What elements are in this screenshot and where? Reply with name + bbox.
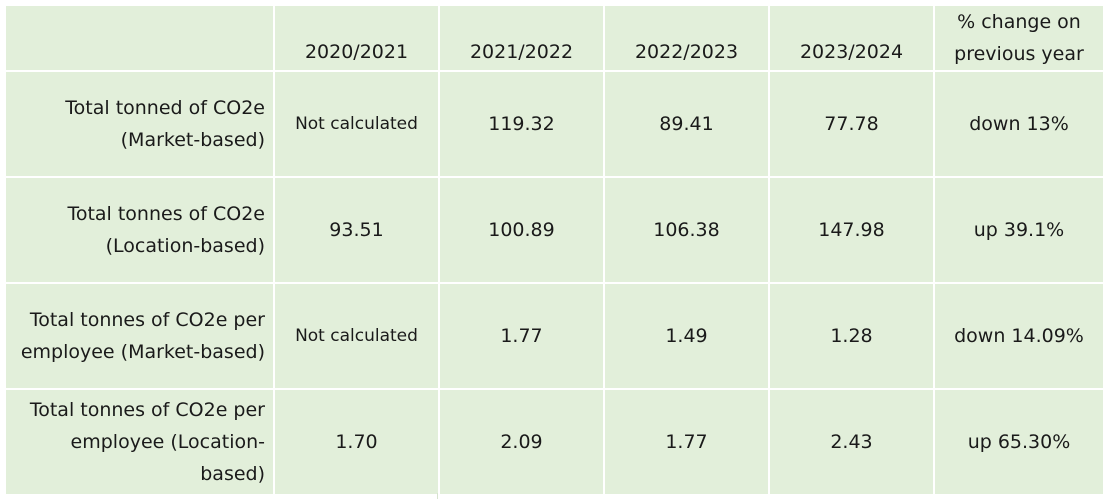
header-year-2020-2021: 2020/2021 bbox=[274, 6, 440, 72]
header-row: 2020/2021 2021/2022 2022/2023 2023/2024 … bbox=[6, 6, 1104, 72]
table-cell: 106.38 bbox=[604, 177, 770, 284]
change-cell: down 13% bbox=[934, 71, 1104, 178]
table-cell: 1.49 bbox=[604, 283, 770, 390]
table-cell: 2.43 bbox=[769, 389, 935, 496]
table-cell: 2.09 bbox=[439, 389, 605, 496]
table-cell: 147.98 bbox=[769, 177, 935, 284]
table-cell: Not calculated bbox=[274, 283, 440, 390]
row-label: Total tonnes of CO2e per employee (Locat… bbox=[6, 389, 275, 496]
row-label: Total tonnes of CO2e per employee (Marke… bbox=[6, 283, 275, 390]
change-cell: down 14.09% bbox=[934, 283, 1104, 390]
table-row: Total tonned of CO2e (Market-based) Not … bbox=[6, 71, 1104, 178]
row-label: Total tonned of CO2e (Market-based) bbox=[6, 71, 275, 178]
header-percent-change: % change on previous year bbox=[934, 6, 1104, 72]
table-cell: 119.32 bbox=[439, 71, 605, 178]
table-cell: 1.70 bbox=[274, 389, 440, 496]
gridline-fragment bbox=[437, 493, 438, 499]
table-cell: 89.41 bbox=[604, 71, 770, 178]
header-year-2021-2022: 2021/2022 bbox=[439, 6, 605, 72]
table-row: Total tonnes of CO2e (Location-based) 93… bbox=[6, 177, 1104, 284]
table-cell: 93.51 bbox=[274, 177, 440, 284]
table-cell: 1.77 bbox=[604, 389, 770, 496]
table-cell: 77.78 bbox=[769, 71, 935, 178]
table-row: Total tonnes of CO2e per employee (Locat… bbox=[6, 389, 1104, 496]
table-cell: 1.77 bbox=[439, 283, 605, 390]
header-corner bbox=[6, 6, 275, 72]
table-cell: Not calculated bbox=[274, 71, 440, 178]
header-year-2023-2024: 2023/2024 bbox=[769, 6, 935, 72]
change-cell: up 65.30% bbox=[934, 389, 1104, 496]
table-cell: 100.89 bbox=[439, 177, 605, 284]
emissions-table: 2020/2021 2021/2022 2022/2023 2023/2024 … bbox=[6, 6, 1104, 496]
row-label: Total tonnes of CO2e (Location-based) bbox=[6, 177, 275, 284]
change-cell: up 39.1% bbox=[934, 177, 1104, 284]
table-row: Total tonnes of CO2e per employee (Marke… bbox=[6, 283, 1104, 390]
table-cell: 1.28 bbox=[769, 283, 935, 390]
header-year-2022-2023: 2022/2023 bbox=[604, 6, 770, 72]
